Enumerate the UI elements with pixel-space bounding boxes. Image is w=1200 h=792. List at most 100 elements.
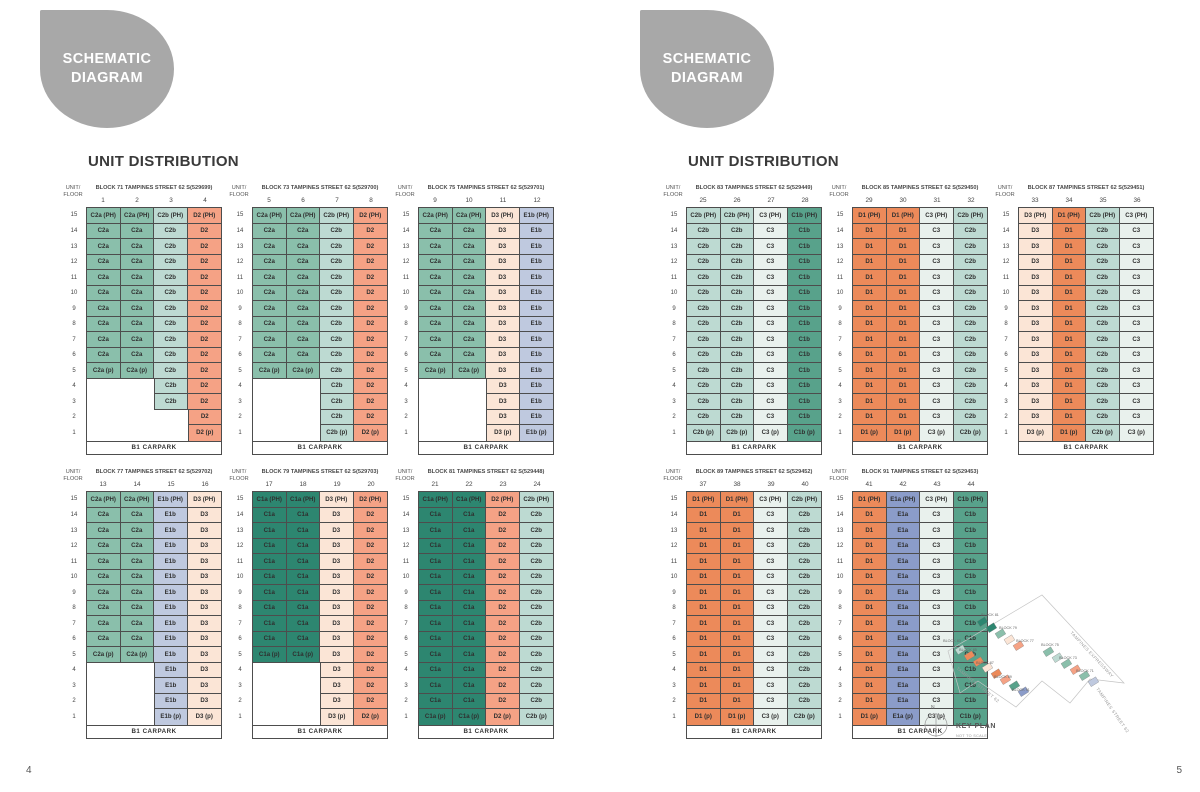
unit-cell: C2a (286, 270, 320, 286)
unit-cell: D3 (187, 631, 221, 647)
unit-cell: E1a (886, 554, 920, 570)
unit-cell: C2b (519, 647, 553, 663)
keyplan: TAMPINES EXPRESSWAY TAMPINES STREET 62 T… (924, 594, 1130, 738)
floor-label: 4 (672, 667, 676, 674)
unit-cell: C2b (154, 363, 188, 379)
unit-cell: D1 (853, 585, 887, 601)
unit-cell: C1a (253, 600, 287, 616)
unit-cell: D3 (486, 270, 520, 286)
floor-label-column: 15 14 13 12 11 10 9 8 7 6 5 4 3 2 1 (662, 491, 686, 726)
unit-cell: C3 (920, 239, 954, 255)
table-group-bottom-left: UNIT/FLOOR BLOCK 77 TAMPINES STREET 62 S(… (62, 468, 554, 739)
unit-cell: C3 (p) (754, 425, 788, 441)
unit-cell: C2b (519, 678, 553, 694)
unit-cell: C3 (754, 693, 788, 709)
unit-cell: C3 (754, 631, 788, 647)
table-body: 15 14 13 12 11 10 9 8 7 6 5 4 3 2 1 C2b (PH) C2b (PH) C3 … (662, 207, 822, 442)
floor-label: 13 (1002, 243, 1010, 250)
unit-cell: C3 (920, 332, 954, 348)
unit-cell: C2b (PH) (687, 208, 721, 224)
unit-cell: D1 (853, 254, 887, 270)
unit-cell: C2a (87, 223, 121, 239)
unit-cell: C2b (1086, 347, 1120, 363)
unit-cell: C2b (p) (320, 425, 354, 441)
unit-cell: C1a (p) (419, 709, 453, 725)
unit-cell: C3 (1119, 394, 1153, 410)
unit-cell: E1b (519, 285, 553, 301)
keyplan-block-label: BLOCK 83 (943, 639, 961, 643)
unit-cell: C1b (787, 239, 821, 255)
floor-label: 11 (402, 558, 410, 565)
unit-cell: D2 (486, 631, 520, 647)
unit-cell: E1a (p) (886, 709, 920, 725)
unit-cell: C2b (154, 347, 188, 363)
unit-cell: C2a (87, 507, 121, 523)
unit-cell: C2b (519, 616, 553, 632)
unit-cell: C1b (953, 569, 987, 585)
unit-cell: C1a (452, 554, 486, 570)
unit-numbers-row: 21 22 23 24 (418, 477, 554, 491)
unit-cell: D1 (p) (853, 425, 887, 441)
unit-cell: E1b (PH) (154, 492, 188, 508)
unit-cell: C2b (720, 409, 754, 425)
floor-label: 2 (838, 414, 842, 421)
unit-cell: D3 (486, 301, 520, 317)
unit-cell: C2a (419, 254, 453, 270)
unit-cell: D1 (853, 347, 887, 363)
floor-label: 2 (238, 414, 242, 421)
unit-cell: D3 (1019, 270, 1053, 286)
floor-label: 1 (672, 713, 676, 720)
unit-cell: E1a (886, 662, 920, 678)
unit-cell: C3 (1119, 285, 1153, 301)
unit-number: 32 (967, 196, 975, 204)
floor-label: 4 (838, 383, 842, 390)
unit-cell: D1 (p) (1052, 425, 1086, 441)
table-group-top-left: UNIT/FLOOR BLOCK 71 TAMPINES STREET 62 S(… (62, 184, 554, 455)
floor-label: 3 (672, 682, 676, 689)
floor-label: 9 (404, 589, 408, 596)
unit-cell: C2a (87, 554, 121, 570)
unit-cell: D3 (1019, 301, 1053, 317)
floor-label: 3 (238, 398, 242, 405)
unit-cell: D1 (853, 409, 887, 425)
unit-cell: C2a (253, 223, 287, 239)
unit-cell: C2a (120, 223, 154, 239)
floor-label: 2 (672, 698, 676, 705)
unit-cell: E1a (886, 647, 920, 663)
unit-floor-header-line1: UNIT/ (231, 185, 247, 191)
unit-cell: C2a (286, 316, 320, 332)
unit-cell: D2 (353, 223, 387, 239)
unit-cell: E1a (886, 616, 920, 632)
floor-label: 14 (836, 512, 844, 519)
unit-numbers-row: 9 10 11 12 (418, 193, 554, 207)
unit-cell: D1 (853, 523, 887, 539)
unit-number: 10 (465, 196, 473, 204)
unit-cell: E1b (519, 316, 553, 332)
floor-label: 15 (670, 496, 678, 503)
unit-cell: C3 (PH) (1119, 208, 1153, 224)
unit-cell: D3 (320, 554, 354, 570)
unit-cell: D2 (187, 394, 221, 410)
floor-label: 8 (238, 605, 242, 612)
unit-cell: D1 (687, 585, 721, 601)
unit-cell: D1 (1052, 285, 1086, 301)
unit-cell: D2 (486, 647, 520, 663)
unit-number: 19 (333, 480, 341, 488)
carpark-label: B1 CARPARK (418, 725, 554, 739)
unit-cell: D1 (853, 270, 887, 286)
unit-floor-header-line1: UNIT/ (665, 469, 681, 475)
unit-grid: D1 (PH) D1 (PH) C3 (PH) C2b (PH) D1 D1 C3 C2b D1… (852, 207, 988, 442)
unit-cell: C2b (720, 347, 754, 363)
unit-cell: D1 (853, 693, 887, 709)
unit-cell: C2b (687, 394, 721, 410)
unit-cell: C3 (1119, 301, 1153, 317)
unit-distribution-table: UNIT/FLOOR BLOCK 85 TAMPINES STREET 62 S(… (828, 184, 988, 455)
floor-label: 15 (236, 496, 244, 503)
unit-cell: D1 (PH) (853, 492, 887, 508)
unit-cell: D3 (187, 507, 221, 523)
unit-cell: C3 (920, 363, 954, 379)
table-body: 15 14 13 12 11 10 9 8 7 6 5 4 3 2 1 C2a (PH) C2a (PH) C2b… (62, 207, 222, 442)
unit-cell: C2b (687, 347, 721, 363)
floor-label: 4 (238, 383, 242, 390)
unit-cell: C2b (787, 554, 821, 570)
